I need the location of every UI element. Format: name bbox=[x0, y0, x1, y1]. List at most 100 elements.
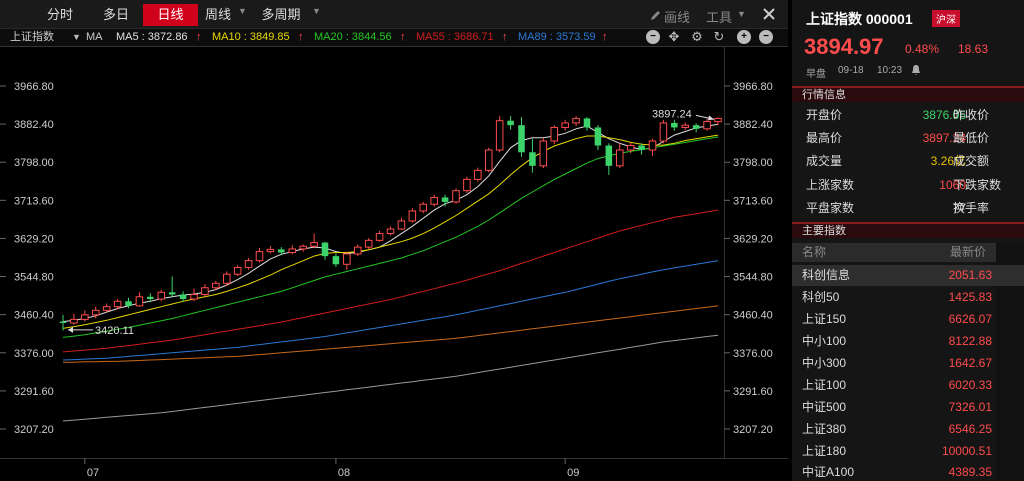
candle-body bbox=[168, 292, 176, 295]
ma-selector[interactable]: MA bbox=[86, 31, 103, 43]
change-amount: 18.63 bbox=[958, 42, 989, 56]
quote-date: 09-18 bbox=[838, 65, 864, 76]
bell-icon[interactable] bbox=[910, 64, 922, 76]
index-price: 6626.07 bbox=[948, 312, 992, 326]
quote-label: 平盘家数 bbox=[806, 201, 855, 215]
candle-body bbox=[343, 253, 351, 265]
y-tick-label-left: 3376.00 bbox=[14, 348, 54, 360]
candle-body bbox=[113, 300, 122, 308]
candle-body bbox=[648, 140, 657, 151]
quote-label: 成交量 bbox=[806, 154, 843, 168]
candle-body bbox=[507, 120, 514, 126]
zoom-in-icon[interactable]: + bbox=[737, 30, 751, 44]
candle-body bbox=[484, 149, 493, 171]
tools-dropdown-icon[interactable]: ▼ bbox=[737, 9, 746, 19]
index-row[interactable]: 科创信息 2051.63 bbox=[792, 265, 1024, 286]
quote-label-secondary: 昨收价 bbox=[953, 108, 990, 122]
candle-body bbox=[233, 266, 242, 275]
index-row[interactable]: 科创50 1425.83 bbox=[792, 287, 1024, 308]
index-row[interactable]: 中小300 1642.67 bbox=[792, 353, 1024, 374]
ma-line bbox=[62, 209, 719, 353]
index-name: 科创50 bbox=[802, 290, 840, 304]
quote-label: 开盘价 bbox=[806, 108, 843, 122]
pencil-icon[interactable] bbox=[650, 9, 662, 21]
index-row[interactable]: 上证100 6020.33 bbox=[792, 375, 1024, 396]
index-name: 上证380 bbox=[802, 422, 847, 436]
low-annotation-label: 3420.11 bbox=[95, 325, 134, 337]
index-name: 中小300 bbox=[802, 356, 847, 370]
candle-body bbox=[353, 246, 362, 255]
candle-body bbox=[430, 196, 438, 205]
y-tick-label-right: 3713.60 bbox=[733, 195, 773, 207]
y-tick-label-left: 3544.80 bbox=[14, 272, 54, 284]
candle-body bbox=[321, 242, 329, 257]
candle-body bbox=[671, 122, 678, 128]
candle-body bbox=[638, 145, 645, 151]
ma5-arrow: ↑ bbox=[196, 31, 202, 43]
index-row[interactable]: 上证150 6626.07 bbox=[792, 309, 1024, 330]
tab-multi-day[interactable]: 多日 bbox=[102, 7, 129, 22]
tab-intraday[interactable]: 分时 bbox=[46, 7, 73, 22]
y-tick-label-right: 3966.80 bbox=[733, 81, 773, 93]
y-tick-label-left: 3966.80 bbox=[14, 81, 54, 93]
quote-label-secondary: 换手率 bbox=[953, 201, 990, 215]
tab-daily[interactable]: 日线 bbox=[143, 4, 198, 26]
quote-row: 上涨家数 1060 下跌家数 bbox=[792, 175, 1024, 195]
candle-body bbox=[288, 248, 297, 254]
tab-weekly[interactable]: 周线 bbox=[204, 7, 231, 22]
candle-body bbox=[703, 121, 711, 130]
index-table-header: 名称 最新价 bbox=[792, 243, 1024, 262]
tab-multi-period[interactable]: 多周期 bbox=[261, 7, 301, 22]
candle-body bbox=[529, 152, 536, 166]
refresh-icon[interactable]: ↻ bbox=[713, 29, 725, 44]
ma89-value: MA89 : 3573.59 bbox=[518, 31, 596, 43]
weekly-dropdown-icon[interactable]: ▼ bbox=[238, 6, 247, 16]
change-percent: 0.48% bbox=[905, 42, 940, 56]
index-price: 10000.51 bbox=[941, 444, 992, 458]
candle-body bbox=[583, 118, 591, 128]
index-row[interactable]: 上证180 10000.51 bbox=[792, 441, 1024, 462]
ma55-value: MA55 : 3686.71 bbox=[416, 31, 494, 43]
quote-value: 3876.06 bbox=[922, 108, 966, 122]
candle-body bbox=[332, 256, 340, 265]
indicator-bar: 上证指数 ▼ MA MA5 : 3872.86 ↑ MA10 : 3849.85… bbox=[0, 29, 788, 46]
index-price: 4389.35 bbox=[948, 465, 992, 479]
y-tick-label-left: 3207.20 bbox=[14, 424, 54, 436]
y-tick-label-left: 3291.60 bbox=[14, 386, 54, 398]
candlestick-chart[interactable]: 3966.80 3966.80 3882.40 3882.40 3798.00 3798.… bbox=[0, 46, 788, 481]
tools-button[interactable]: 工具 bbox=[706, 10, 733, 25]
quote-row: 最高价 3897.24 最低价 bbox=[792, 128, 1024, 148]
y-tick-label-right: 3798.00 bbox=[733, 157, 773, 169]
candle-body bbox=[222, 273, 231, 284]
index-row[interactable]: 中小100 8122.88 bbox=[792, 331, 1024, 352]
ma-dropdown-icon[interactable]: ▼ bbox=[72, 32, 81, 42]
ma20-value: MA20 : 3844.56 bbox=[314, 31, 392, 43]
draw-line-button[interactable]: 画线 bbox=[664, 10, 691, 25]
ma55-arrow: ↑ bbox=[502, 31, 508, 43]
index-row[interactable]: 中证A100 4389.35 bbox=[792, 462, 1024, 481]
index-row[interactable]: 中证500 7326.01 bbox=[792, 397, 1024, 418]
zoom-out-small-icon[interactable]: − bbox=[759, 30, 773, 44]
candle-body bbox=[364, 239, 373, 248]
high-annotation-label: 3897.24 bbox=[652, 108, 692, 120]
move-icon[interactable]: ✥ bbox=[668, 29, 680, 44]
quote-section-header: 行情信息 bbox=[792, 86, 1024, 102]
multi-period-dropdown-icon[interactable]: ▼ bbox=[312, 6, 321, 16]
candle-body bbox=[179, 294, 187, 300]
index-price: 8122.88 bbox=[948, 334, 992, 348]
candle-body bbox=[102, 306, 111, 311]
candle-body bbox=[135, 296, 144, 307]
y-tick-label-right: 3460.40 bbox=[733, 310, 773, 322]
y-tick-label-left: 3713.60 bbox=[14, 195, 54, 207]
settings-icon[interactable]: ⚙ bbox=[691, 29, 703, 44]
candle-body bbox=[419, 203, 428, 212]
low-annotation-arrow bbox=[68, 326, 73, 333]
candle-body bbox=[495, 120, 504, 151]
candle-body bbox=[550, 126, 559, 142]
close-icon[interactable] bbox=[762, 7, 776, 21]
col-price-header: 最新价 bbox=[949, 245, 986, 259]
index-row[interactable]: 上证380 6546.25 bbox=[792, 419, 1024, 440]
zoom-out-icon[interactable]: − bbox=[646, 30, 660, 44]
candle-body bbox=[441, 197, 449, 202]
ma-line bbox=[62, 134, 719, 329]
